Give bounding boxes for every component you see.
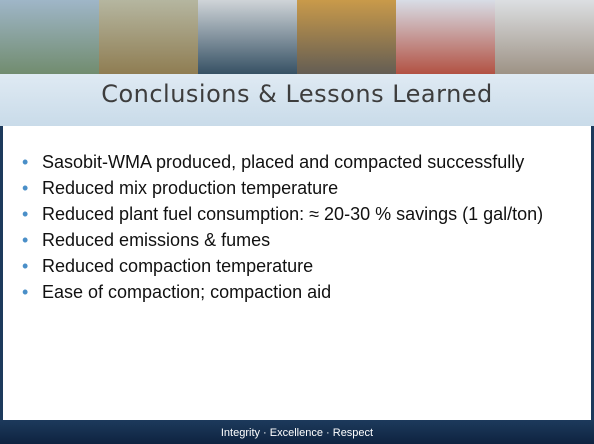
photo-banner: [0, 0, 594, 78]
bullet: Reduced compaction temperature: [20, 254, 580, 278]
photo: [198, 0, 297, 78]
bullet-list: Sasobit-WMA produced, placed and compact…: [20, 150, 580, 306]
bullet: Reduced mix production temperature: [20, 176, 580, 200]
photo: [297, 0, 396, 78]
photo: [99, 0, 198, 78]
footer-text: Integrity · Excellence · Respect: [0, 427, 594, 439]
photo: [396, 0, 495, 78]
photo: [495, 0, 594, 78]
frame: [0, 126, 3, 420]
slide: Conclusions & Lessons Learned Sasobit-WM…: [0, 0, 594, 444]
bullet: Reduced plant fuel consumption: ≈ 20-30 …: [20, 202, 580, 226]
bullet: Sasobit-WMA produced, placed and compact…: [20, 150, 580, 174]
slide-title: Conclusions & Lessons Learned: [0, 80, 594, 108]
bullet: Ease of compaction; compaction aid: [20, 280, 580, 304]
photo: [0, 0, 99, 78]
bullet: Reduced emissions & fumes: [20, 228, 580, 252]
